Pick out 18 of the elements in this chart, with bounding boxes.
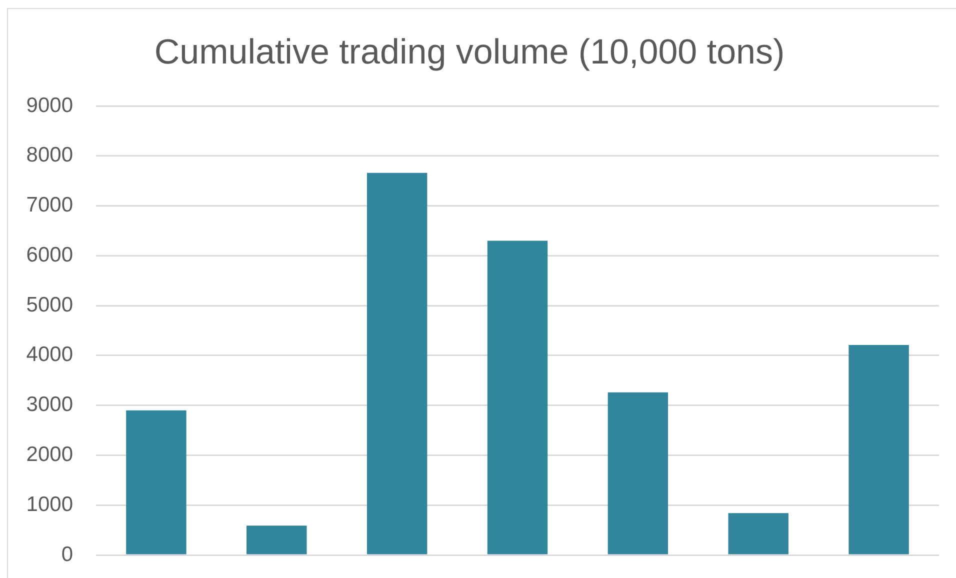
y-tick-label: 9000: [26, 94, 73, 117]
bar: [487, 240, 548, 554]
chart-title: Cumulative trading volume (10,000 tons): [154, 32, 785, 72]
y-tick-label: 3000: [26, 393, 73, 416]
bar: [126, 410, 186, 554]
bar: [608, 392, 668, 554]
bar: [848, 344, 909, 554]
bar: [728, 513, 788, 554]
y-tick-label: 8000: [26, 144, 73, 167]
bar: [366, 172, 428, 554]
bar: [246, 526, 307, 554]
y-tick-label: 5000: [26, 293, 73, 316]
y-tick-label: 0: [61, 542, 73, 566]
y-tick-label: 7000: [26, 194, 73, 217]
y-tick-label: 4000: [26, 343, 73, 366]
y-tick-label: 1000: [26, 492, 73, 516]
y-tick-label: 2000: [26, 443, 73, 466]
y-tick-label: 6000: [26, 243, 73, 266]
